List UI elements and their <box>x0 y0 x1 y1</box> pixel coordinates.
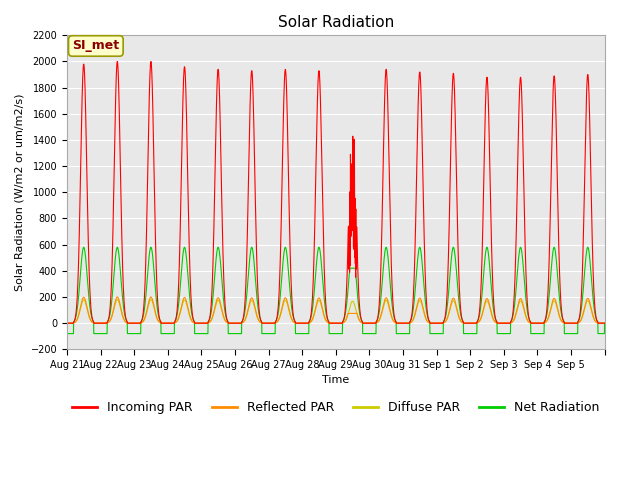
Y-axis label: Solar Radiation (W/m2 or um/m2/s): Solar Radiation (W/m2 or um/m2/s) <box>15 94 25 291</box>
X-axis label: Time: Time <box>322 375 349 385</box>
Text: SI_met: SI_met <box>72 39 120 52</box>
Legend: Incoming PAR, Reflected PAR, Diffuse PAR, Net Radiation: Incoming PAR, Reflected PAR, Diffuse PAR… <box>67 396 604 420</box>
Title: Solar Radiation: Solar Radiation <box>278 15 394 30</box>
